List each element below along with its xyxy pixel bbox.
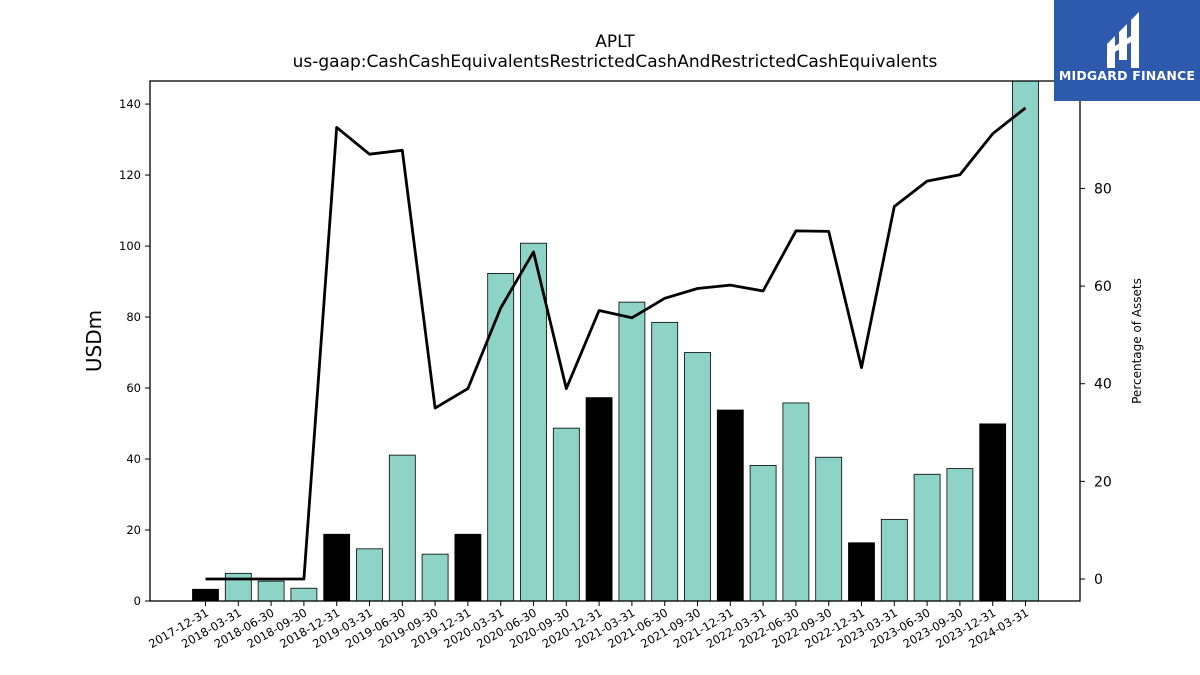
chart-title: APLT [595, 32, 635, 52]
y-tick-label: 80 [126, 310, 141, 324]
y2-tick-label: 20 [1094, 474, 1112, 490]
chart-subtitle: us-gaap:CashCashEquivalentsRestrictedCas… [292, 52, 938, 72]
y2-tick-label: 80 [1094, 181, 1112, 197]
plot-frame [149, 80, 1081, 602]
bar [192, 588, 219, 602]
x-axis: 2017-12-312018-03-312018-06-302018-09-30… [146, 601, 1031, 651]
y-axis-left: 0 20 40 60 80 100 120 140 [119, 97, 150, 608]
bar [552, 427, 580, 602]
brand-name: MIDGARD FINANCE [1058, 68, 1196, 83]
y2-tick-label: 40 [1094, 377, 1112, 393]
y2-axis-label: Percentage of Assets [1130, 278, 1144, 404]
bar [356, 548, 383, 602]
bar [716, 409, 744, 602]
y-tick-label: 40 [126, 452, 141, 466]
bar [388, 454, 416, 602]
bar [257, 580, 285, 602]
brand-logo: MIDGARD FINANCE [1054, 0, 1200, 101]
bar [421, 553, 449, 602]
bar [749, 465, 777, 602]
bar [290, 587, 318, 602]
y-tick-label: 60 [126, 381, 141, 395]
bars-layer [192, 80, 1039, 602]
bar [946, 468, 974, 602]
bar [323, 533, 351, 602]
bar [848, 542, 875, 602]
bar [224, 572, 252, 602]
y2-tick-label: 60 [1094, 279, 1112, 295]
bar [618, 301, 646, 602]
bar [487, 272, 515, 602]
bar [815, 456, 843, 602]
bar [454, 533, 482, 602]
bar [651, 321, 679, 602]
y-tick-label: 140 [119, 97, 141, 111]
y-tick-label: 0 [134, 594, 141, 608]
bar [880, 518, 908, 602]
midgard-logo-icon [1107, 12, 1139, 68]
bar [520, 242, 547, 602]
y-axis-label: USDm [82, 310, 106, 372]
line-layer [205, 106, 1027, 581]
y-axis-right: 0 20 40 60 80 [1080, 181, 1112, 588]
bar [684, 352, 711, 602]
percentage-line [205, 106, 1027, 581]
y-tick-label: 20 [126, 523, 141, 537]
bar [585, 397, 613, 602]
y-tick-label: 120 [119, 168, 141, 182]
bar [979, 423, 1007, 602]
bar [913, 473, 941, 602]
y-tick-label: 100 [119, 239, 141, 253]
bar [782, 402, 810, 602]
y2-tick-label: 0 [1094, 572, 1103, 588]
bar [1012, 80, 1039, 602]
